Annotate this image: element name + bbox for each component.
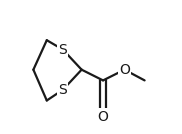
- Text: S: S: [58, 83, 67, 97]
- Text: O: O: [98, 110, 108, 124]
- Text: O: O: [119, 63, 130, 77]
- Text: S: S: [58, 43, 67, 57]
